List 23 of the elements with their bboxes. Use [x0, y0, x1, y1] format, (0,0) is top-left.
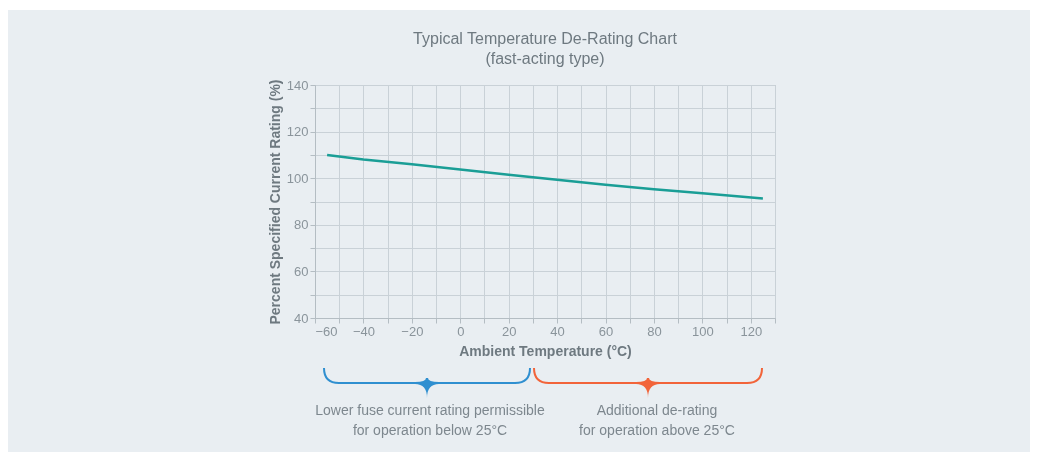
x-tick-label: 60	[598, 323, 614, 339]
text: Additional de-rating for operation above 25°C	[579, 402, 735, 438]
y-tick-label: 140	[286, 77, 309, 93]
x-tick-label: 20	[501, 323, 517, 339]
y-axis-title: Percent Specified Current Rating (%)	[266, 79, 283, 325]
x-tick-label: −60	[315, 323, 338, 339]
line-series	[325, 153, 765, 200]
x-tick-label: −40	[352, 323, 375, 339]
y-tick-label: 100	[286, 170, 309, 186]
x-tick-label: 80	[647, 323, 662, 339]
x-axis-title: Ambient Temperature (°C)	[459, 342, 632, 359]
chart-title: Typical Temperature De-Rating Chart	[413, 29, 678, 47]
y-tick-label: 120	[286, 124, 309, 140]
x-tick-label: 0	[457, 323, 465, 339]
x-tick-label: −20	[401, 323, 424, 339]
y-tick-label: 40	[294, 310, 309, 326]
x-tick-label: 120	[740, 323, 763, 339]
text: Lower fuse current rating permissible for operation below 25°C	[314, 401, 546, 440]
x-tick-label: 100	[692, 323, 714, 339]
y-tick-label: 60	[294, 263, 309, 279]
chart-subtitle: (fast-acting type)	[485, 49, 605, 67]
y-tick-label: 80	[294, 217, 309, 233]
x-tick-label: 40	[550, 323, 565, 339]
